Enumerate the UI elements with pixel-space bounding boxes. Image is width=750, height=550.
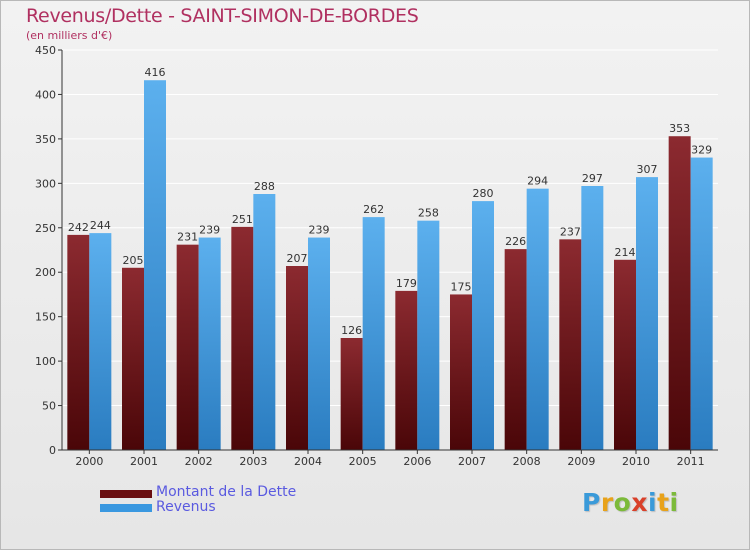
chart-title: Revenus/Dette - SAINT-SIMON-DE-BORDES xyxy=(26,5,419,27)
data-label: 294 xyxy=(527,175,548,188)
y-tick-label: 50 xyxy=(42,400,56,413)
y-tick-label: 100 xyxy=(35,355,56,368)
bar-dette xyxy=(286,266,308,450)
x-tick-label: 2011 xyxy=(677,455,705,468)
logo-letter: x xyxy=(631,488,648,517)
logo-letter: i xyxy=(648,488,658,517)
y-tick-label: 250 xyxy=(35,222,56,235)
x-tick-label: 2005 xyxy=(349,455,377,468)
data-label: 126 xyxy=(341,324,362,337)
data-label: 207 xyxy=(287,252,308,265)
data-label: 244 xyxy=(90,219,111,232)
data-label: 307 xyxy=(637,163,658,176)
bar-dette xyxy=(231,226,254,450)
data-label: 297 xyxy=(582,172,603,185)
x-tick-label: 2003 xyxy=(239,455,267,468)
y-tick-label: 350 xyxy=(35,133,56,146)
data-label: 280 xyxy=(473,187,494,200)
data-label: 205 xyxy=(123,254,144,267)
y-tick-label: 300 xyxy=(35,177,56,190)
bar-dette xyxy=(67,234,90,450)
data-label: 329 xyxy=(691,144,712,157)
x-tick-label: 2002 xyxy=(185,455,213,468)
data-label: 239 xyxy=(199,224,220,237)
legend-label-revenus: Revenus xyxy=(156,499,216,515)
data-label: 175 xyxy=(451,280,472,293)
bar-dette xyxy=(340,338,363,450)
y-tick-label: 200 xyxy=(35,266,56,279)
bar-dette xyxy=(122,267,144,450)
bar-revenus xyxy=(89,233,112,450)
legend-swatch-dette xyxy=(100,490,152,498)
bar-dette xyxy=(504,249,527,450)
bar-revenus xyxy=(472,201,494,450)
bar-revenus xyxy=(253,194,276,450)
x-tick-label: 2008 xyxy=(513,455,541,468)
chart-subtitle: (en milliers d'€) xyxy=(26,29,113,42)
data-label: 214 xyxy=(615,246,636,259)
x-tick-label: 2001 xyxy=(130,455,158,468)
x-tick-label: 2010 xyxy=(622,455,650,468)
y-tick-label: 150 xyxy=(35,311,56,324)
bar-revenus xyxy=(144,80,166,450)
bar-dette xyxy=(668,136,691,450)
legend-label-dette: Montant de la Dette xyxy=(156,484,297,500)
data-label: 251 xyxy=(232,213,253,226)
data-label: 416 xyxy=(145,66,166,79)
data-label: 288 xyxy=(254,180,275,193)
bar-dette xyxy=(559,239,582,450)
bar-dette xyxy=(176,244,199,450)
data-label: 237 xyxy=(560,225,581,238)
data-label: 262 xyxy=(363,203,384,216)
x-tick-label: 2009 xyxy=(567,455,595,468)
data-label: 242 xyxy=(68,221,89,234)
bar-revenus xyxy=(636,177,658,450)
x-tick-label: 2007 xyxy=(458,455,486,468)
logo-letter: i xyxy=(669,488,679,517)
data-label: 231 xyxy=(177,231,198,244)
bar-revenus xyxy=(362,217,385,450)
bar-revenus xyxy=(690,157,713,451)
y-tick-label: 400 xyxy=(35,88,56,101)
bar-dette xyxy=(614,259,636,450)
x-tick-label: 2000 xyxy=(75,455,103,468)
y-tick-label: 0 xyxy=(49,444,56,457)
bar-revenus xyxy=(308,237,330,450)
data-label: 353 xyxy=(669,122,690,135)
data-label: 258 xyxy=(418,207,439,220)
bar-dette xyxy=(450,294,472,450)
logo-letter: o xyxy=(613,488,632,517)
bar-dette xyxy=(395,290,418,450)
proxiti-logo: Proxiti xyxy=(582,488,679,517)
data-label: 179 xyxy=(396,277,417,290)
x-tick-label: 2006 xyxy=(403,455,431,468)
data-label: 239 xyxy=(309,224,330,237)
bar-revenus xyxy=(198,237,221,450)
bar-revenus xyxy=(417,220,440,450)
logo-letter: t xyxy=(657,488,670,517)
legend-swatch-revenus xyxy=(100,504,152,512)
bar-revenus xyxy=(526,188,549,450)
bar-revenus xyxy=(581,186,604,450)
data-label: 226 xyxy=(505,235,526,248)
logo-letter: r xyxy=(600,488,614,517)
y-tick-label: 450 xyxy=(35,44,56,57)
logo-letter: P xyxy=(582,488,601,517)
x-tick-label: 2004 xyxy=(294,455,322,468)
